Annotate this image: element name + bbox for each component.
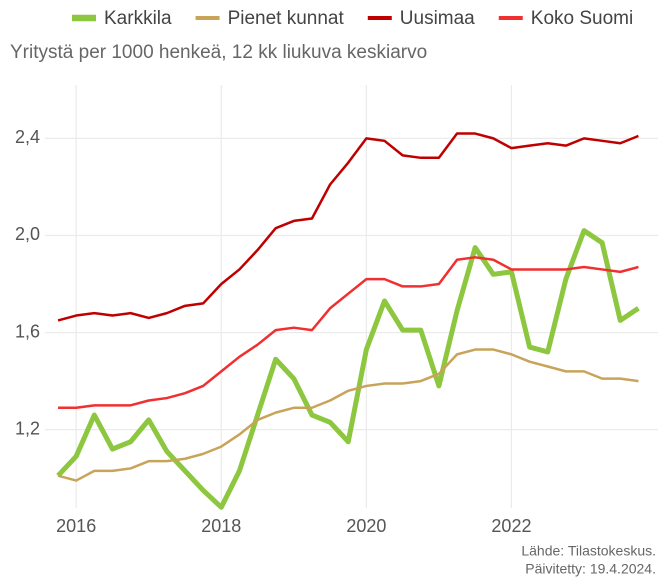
y-tick-label: 1,2 [15, 418, 40, 438]
legend-label: Pienet kunnat [228, 8, 345, 29]
y-tick-label: 2,0 [15, 224, 40, 244]
legend-label: Uusimaa [400, 8, 475, 29]
legend-label: Koko Suomi [531, 8, 633, 29]
caption: Päivitetty: 19.4.2024. [525, 561, 656, 577]
y-tick-label: 2,4 [15, 127, 40, 147]
x-tick-label: 2020 [346, 516, 386, 536]
x-tick-label: 2018 [201, 516, 241, 536]
legend-label: Karkkila [104, 8, 172, 29]
grid [45, 85, 658, 508]
series-line [56, 228, 640, 510]
series-line [58, 256, 639, 410]
series-line [57, 132, 639, 322]
x-tick-label: 2016 [56, 516, 96, 536]
chart-subtitle: Yritystä per 1000 henkeä, 12 kk liukuva … [10, 42, 427, 63]
x-tick-label: 2022 [491, 516, 531, 536]
y-tick-label: 1,6 [15, 321, 40, 341]
series-line [57, 348, 639, 482]
caption: Lähde: Tilastokeskus. [521, 543, 656, 559]
